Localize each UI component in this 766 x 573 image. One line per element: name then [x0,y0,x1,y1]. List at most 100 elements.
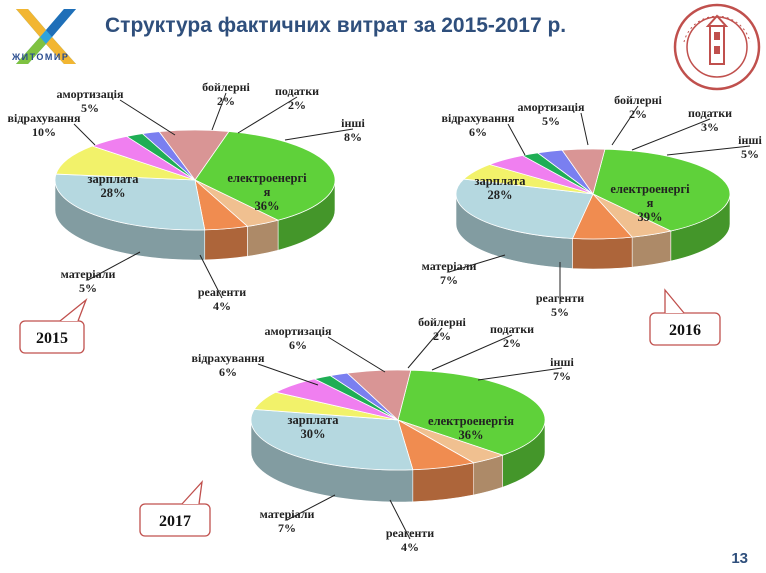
slice-label: податки [275,84,319,98]
slice-label: зарплата [288,413,340,427]
pie-2016-slice-3 [455,178,594,239]
leader-line [211,92,227,131]
slice-label: відрахування [8,111,81,125]
leader-line [199,254,223,299]
slice-label: матеріали [422,259,477,273]
slice-percent: 7% [278,521,296,535]
pie-2015 [54,129,336,261]
slice-percent: 7% [440,273,458,287]
slice-percent: 5% [551,305,569,319]
leader-line [448,254,506,273]
slice-label: бойлерні [202,80,250,94]
pie-2015-slice-8 [158,129,230,181]
leader-line [286,494,336,521]
slice-label: зарплата [475,174,527,188]
pie-2015-slice-3 [54,173,206,231]
slice-percent: 6% [469,125,487,139]
leader-line [507,123,526,156]
pie-2017-labels: електроенергія36%реагенти4%матеріали7%за… [192,315,575,554]
slice-percent: 5% [741,147,759,161]
slice-label: інші [738,133,762,147]
pie-2016-slice-8 [561,148,606,195]
pie-2017 [250,369,546,503]
year-callout-2015: 2015 [19,297,88,354]
slice-percent: 6% [289,338,307,352]
slice-label: реагенти [536,291,584,305]
year-callout-2017: 2017 [139,480,211,537]
year-callout-2016: 2016 [649,288,721,346]
slice-percent: 28% [488,188,513,202]
slice-percent: 2% [288,98,306,112]
leader-line [327,336,386,373]
slice-label: електроенергія [428,414,514,428]
slice-percent: 39% [638,210,663,224]
slice-percent: 2% [217,94,235,108]
slice-percent: 8% [344,130,362,144]
pie-2017-slice-0 [397,369,546,456]
leader-line [407,327,443,369]
pie-2016-slice-0 [592,148,731,232]
pie-2016-labels: електроенергі я39%реагенти5%матеріали7%за… [422,93,763,319]
slice-percent: 2% [629,107,647,121]
leader-line [73,123,96,146]
slice-percent: 3% [701,120,719,134]
slice-percent: 28% [101,186,126,200]
slice-percent: 10% [32,125,56,139]
leader-line [580,112,589,146]
slice-label: податки [490,322,534,336]
leader-line [119,99,176,136]
slice-label: амортизація [57,87,124,101]
slice-percent: 6% [219,365,237,379]
slice-label: реагенти [386,526,434,540]
slice-label: бойлерні [614,93,662,107]
slice-percent: 36% [255,199,280,213]
slice-label: амортизація [265,324,332,338]
pie-2015-slice-4 [55,145,196,181]
pie-2017-slice-3 [250,409,414,471]
logo-text: ЖИТОМИР [12,52,70,62]
pie-2015-slice-0 [194,131,336,221]
pie-2017-slice-8 [346,369,412,421]
slice-percent: 4% [213,299,231,313]
page-title: Структура фактичних витрат за 2015-2017 … [105,14,567,37]
pie-2016 [455,148,731,270]
leader-line [87,251,141,281]
leader-line [666,145,751,156]
year-label: 2015 [36,330,68,347]
slice-percent: 2% [433,329,451,343]
zhytomyrvodokanal-seal-icon [673,3,761,91]
slice-percent: 36% [459,428,484,442]
zhytomyr-logo-icon [16,9,76,64]
slice-label: реагенти [198,285,246,299]
pie-2015-side-2 [204,226,248,261]
slice-percent: 5% [79,281,97,295]
leader-line [431,334,513,371]
slice-percent: 2% [503,336,521,350]
slice-percent: 7% [553,369,571,383]
leader-line [284,128,354,141]
leader-line [237,96,298,134]
slice-label: інші [341,116,365,130]
slice-label: амортизація [518,100,585,114]
year-label: 2016 [669,322,701,339]
slice-label: відрахування [192,351,265,365]
slice-label: податки [688,106,732,120]
leader-line [389,499,411,540]
slice-label: матеріали [260,507,315,521]
slice-label: інші [550,355,574,369]
slice-percent: 5% [81,101,99,115]
pie-2015-labels: електроенергі я36%реагенти4%матеріали5%за… [8,80,366,313]
slice-label: зарплата [88,172,140,186]
slice-label: бойлерні [418,315,466,329]
pie-2016-side-2 [572,236,633,270]
slice-label: матеріали [61,267,116,281]
leader-line [611,105,639,146]
year-label: 2017 [159,513,191,530]
slice-percent: 30% [301,427,326,441]
page-number: 13 [731,550,748,567]
slice-percent: 4% [401,540,419,554]
leader-line [477,367,563,381]
